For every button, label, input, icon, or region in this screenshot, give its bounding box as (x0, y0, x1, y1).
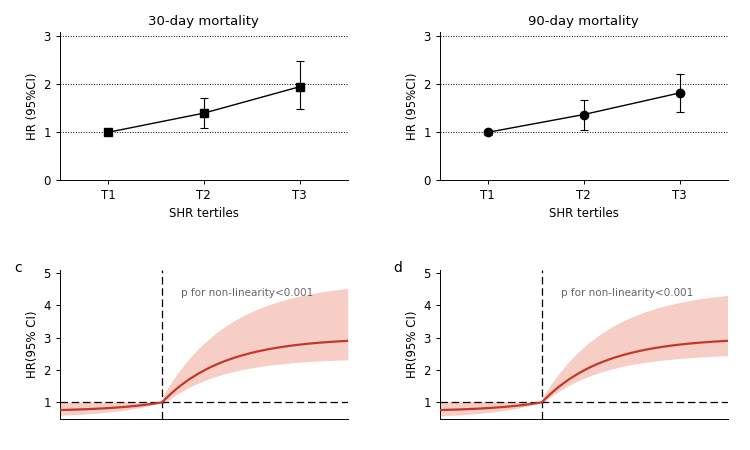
Text: d: d (394, 261, 403, 274)
Title: 90-day mortality: 90-day mortality (528, 14, 639, 27)
Text: p for non-linearity<0.001: p for non-linearity<0.001 (181, 288, 313, 297)
Title: 30-day mortality: 30-day mortality (148, 14, 260, 27)
Y-axis label: HR (95%CI): HR (95%CI) (406, 72, 419, 140)
Y-axis label: HR(95% CI): HR(95% CI) (406, 310, 419, 378)
X-axis label: SHR tertiles: SHR tertiles (169, 207, 238, 220)
Y-axis label: HR (95%CI): HR (95%CI) (26, 72, 39, 140)
Y-axis label: HR(95% CI): HR(95% CI) (26, 310, 39, 378)
Text: p for non-linearity<0.001: p for non-linearity<0.001 (560, 288, 693, 297)
Text: c: c (14, 261, 22, 274)
X-axis label: SHR tertiles: SHR tertiles (549, 207, 619, 220)
